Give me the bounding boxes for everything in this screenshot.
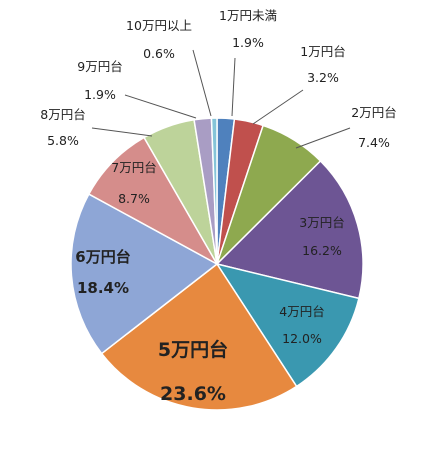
slice-value-label: 7.4% — [358, 135, 390, 150]
pie-slice — [210, 117, 218, 265]
leader-line — [91, 127, 153, 137]
slice-value-label: 3.2% — [307, 70, 339, 85]
slice-value-label: 8.7% — [118, 191, 150, 206]
pie-slice — [100, 262, 298, 411]
leader-lines — [91, 49, 351, 149]
pie-slice — [215, 262, 360, 388]
leader-line — [124, 94, 197, 119]
pie-slice — [70, 193, 219, 355]
slice-category-label: 9万円台 — [77, 59, 122, 74]
slice-category-label: 7万円台 — [111, 160, 156, 175]
leader-line — [252, 89, 304, 125]
slice-value-label: 12.0% — [282, 331, 322, 346]
slice-value-label: 18.4% — [77, 279, 129, 297]
slice-value-label: 0.6% — [143, 46, 175, 61]
slice-value-label: 23.6% — [160, 383, 226, 405]
slice-value-label: 16.2% — [302, 243, 342, 258]
leader-line — [295, 127, 351, 149]
leader-line — [192, 49, 212, 117]
slice-category-label: 1万円台 — [300, 44, 345, 59]
slice-category-label: 2万円台 — [351, 105, 396, 120]
slice-value-label: 1.9% — [84, 87, 116, 102]
pie-slices — [70, 117, 364, 411]
slice-category-label: 4万円台 — [279, 304, 324, 319]
slice-value-label: 1.9% — [232, 35, 264, 50]
leader-line — [231, 57, 236, 117]
slice-category-label: 10万円以上 — [126, 18, 192, 33]
pie-slice — [215, 159, 364, 300]
slice-category-label: 3万円台 — [299, 215, 344, 230]
slice-labels: 1万円未満 1.9% 1万円台 3.2% 2万円台 7.4% 3万円台 16.2% 4万円台 12… — [40, 8, 396, 405]
slice-category-label: 8万円台 — [40, 107, 85, 122]
slice-value-label: 5.8% — [47, 133, 79, 148]
slice-category-label: 5万円台 — [158, 338, 228, 361]
slice-category-label: 6万円台 — [75, 248, 130, 266]
slice-category-label: 1万円未満 — [219, 8, 277, 23]
